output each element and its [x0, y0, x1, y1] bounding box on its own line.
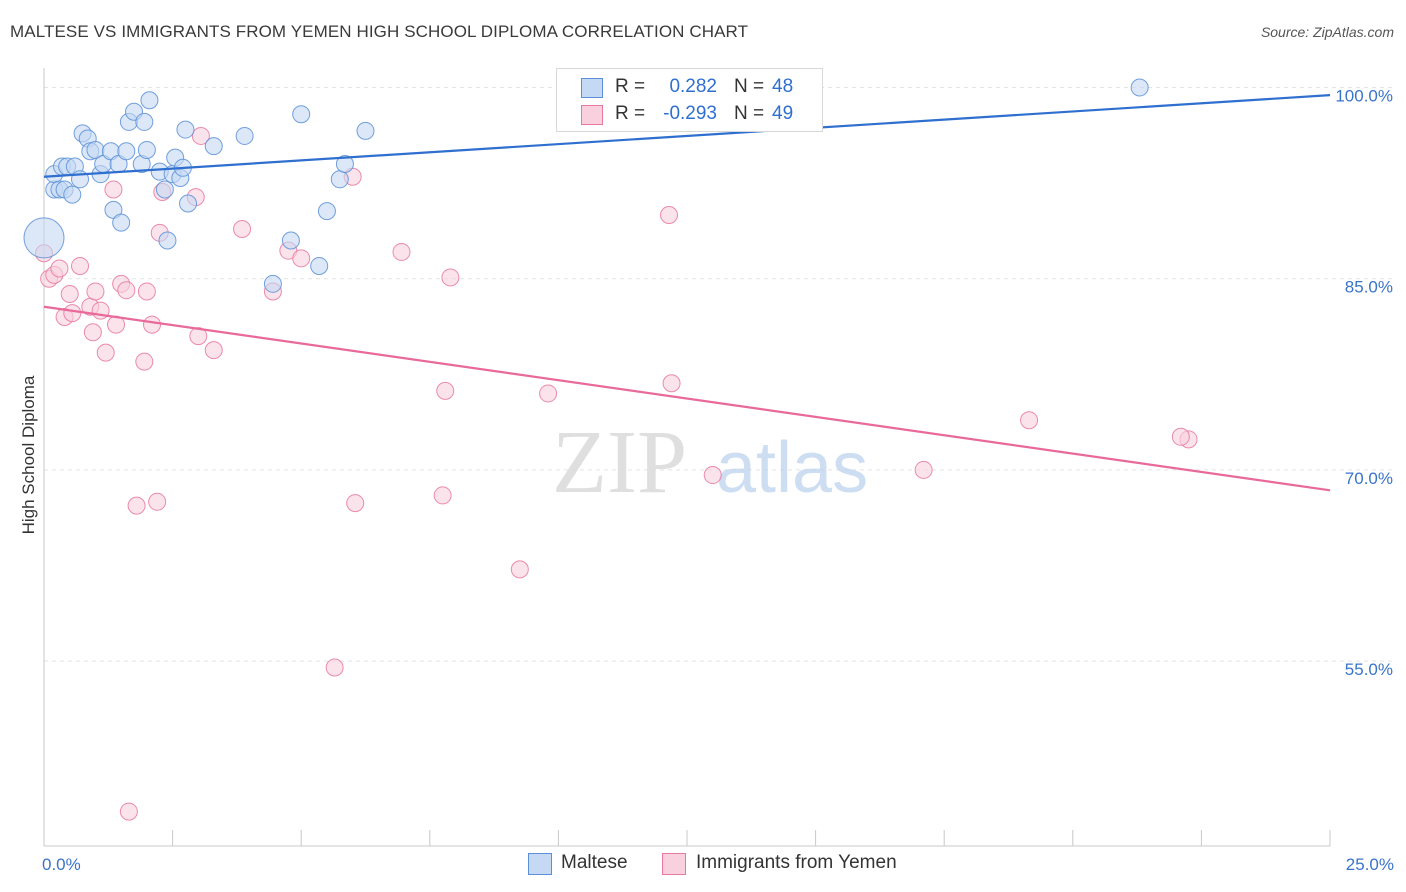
axes	[43, 68, 1331, 847]
series-maltese-points	[23, 75, 1149, 293]
yemen-point	[189, 327, 208, 346]
stats-legend: R = 0.282 N = 48 R = -0.293 N = 49	[556, 68, 823, 132]
y-tick-label: 100.0%	[1335, 86, 1393, 105]
yemen-point	[204, 341, 223, 360]
bottom-legend-swatch-maltese	[528, 853, 552, 875]
bottom-legend-swatch-yemen	[662, 853, 686, 875]
y-axis-label: High School Diploma	[19, 375, 38, 534]
legend-r-value: -0.293	[663, 103, 717, 124]
maltese-point	[179, 194, 198, 213]
yemen-point	[346, 494, 365, 513]
legend-swatch-yemen	[581, 105, 603, 125]
grid-lines	[44, 86, 1392, 662]
yemen-point	[71, 256, 90, 275]
yemen-point	[117, 281, 136, 300]
yemen-point	[191, 126, 210, 145]
legend-r-label: R =	[615, 103, 646, 124]
yemen-point	[63, 304, 82, 323]
maltese-point	[235, 126, 254, 145]
maltese-point	[281, 231, 300, 250]
yemen-point	[292, 249, 311, 268]
maltese-point	[1130, 78, 1149, 97]
yemen-point	[96, 343, 115, 362]
maltese-point	[263, 274, 282, 293]
y-tick-label: 70.0%	[1345, 469, 1393, 488]
series-yemen-points	[35, 126, 1198, 821]
maltese-point	[155, 180, 174, 199]
maltese-point	[356, 121, 375, 140]
watermark-zip: ZIP	[552, 413, 687, 512]
x-tick-label: 0.0%	[42, 855, 81, 874]
x-tick-label: 25.0%	[1346, 855, 1394, 874]
maltese-point	[335, 154, 354, 173]
yemen-point	[135, 352, 154, 371]
yemen-point	[104, 180, 123, 199]
legend-n-value: 49	[772, 103, 794, 124]
yemen-point	[392, 242, 411, 261]
yemen-point	[137, 282, 156, 301]
yemen-point	[233, 219, 252, 238]
maltese-point	[137, 140, 156, 159]
y-tick-label: 55.0%	[1345, 660, 1393, 679]
maltese-point	[330, 170, 349, 189]
bottom-legend-label-maltese: Maltese	[561, 852, 628, 873]
maltese-point	[310, 256, 329, 275]
yemen-point	[441, 268, 460, 287]
yemen-point	[662, 374, 681, 393]
maltese-point	[117, 142, 136, 161]
yemen-point	[143, 315, 162, 334]
yemen-point	[1020, 411, 1039, 430]
chart-title: MALTESE VS IMMIGRANTS FROM YEMEN HIGH SC…	[10, 22, 749, 41]
tick-labels: 55.0% 70.0% 85.0% 100.0% 0.0% 25.0%	[42, 86, 1394, 874]
yemen-point	[148, 492, 167, 511]
yemen-point	[60, 285, 79, 304]
legend-r-label: R =	[615, 76, 646, 97]
yemen-point	[914, 460, 933, 479]
maltese-point	[292, 105, 311, 124]
yemen-point	[510, 560, 529, 579]
yemen-point	[433, 486, 452, 505]
maltese-trend-line	[43, 94, 1331, 178]
legend-n-value: 48	[772, 76, 794, 97]
bottom-legend-label-yemen: Immigrants from Yemen	[696, 852, 897, 873]
y-tick-label: 85.0%	[1345, 278, 1393, 297]
yemen-point	[539, 384, 558, 403]
maltese-point	[135, 112, 154, 131]
yemen-point	[86, 282, 105, 301]
legend-r-value: 0.282	[669, 76, 717, 97]
maltese-point	[63, 185, 82, 204]
yemen-point	[127, 496, 146, 515]
yemen-point	[83, 323, 102, 342]
yemen-point	[703, 466, 722, 485]
legend-n-label: N =	[734, 103, 765, 124]
maltese-point	[23, 217, 65, 259]
trend-lines	[43, 94, 1331, 492]
maltese-point	[140, 91, 159, 110]
yemen-point	[50, 259, 69, 278]
yemen-point	[325, 658, 344, 677]
maltese-point	[158, 231, 177, 250]
legend-n-label: N =	[734, 76, 765, 97]
yemen-trend-line	[43, 305, 1331, 492]
watermark-atlas: atlas	[716, 428, 868, 508]
legend-row-yemen: R = -0.293 N = 49	[557, 102, 822, 128]
maltese-point	[204, 137, 223, 156]
legend-row-maltese: R = 0.282 N = 48	[557, 75, 822, 101]
yemen-point	[119, 802, 138, 821]
yemen-point	[436, 381, 455, 400]
source-label: Source: ZipAtlas.com	[1260, 24, 1394, 40]
yemen-point	[659, 205, 678, 224]
legend-swatch-maltese	[581, 78, 603, 98]
yemen-point	[1171, 427, 1190, 446]
maltese-point	[317, 202, 336, 221]
maltese-point	[112, 213, 131, 232]
maltese-point	[176, 120, 195, 139]
